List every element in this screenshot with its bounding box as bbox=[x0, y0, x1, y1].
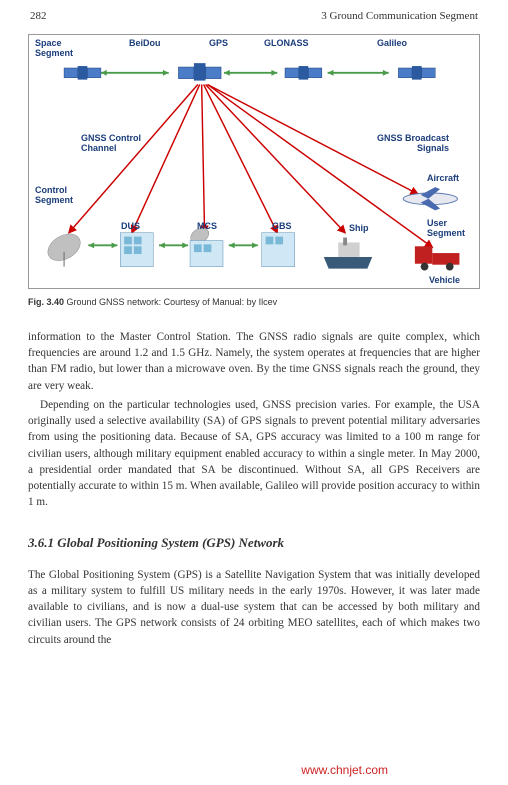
label-mcs: MCS bbox=[197, 221, 217, 231]
caption-body: Ground GNSS network: Courtesy of Manual:… bbox=[67, 297, 278, 307]
label-glonass: GLONASS bbox=[264, 38, 309, 48]
caption-number: Fig. 3.40 bbox=[28, 297, 64, 307]
satellite-galileo bbox=[398, 66, 435, 80]
figure-caption: Fig. 3.40 Ground GNSS network: Courtesy … bbox=[28, 297, 480, 307]
building-mcs bbox=[188, 225, 223, 267]
label-aircraft: Aircraft bbox=[427, 173, 459, 183]
section-heading: 3.6.1 Global Positioning System (GPS) Ne… bbox=[28, 535, 480, 551]
building-dus bbox=[120, 233, 153, 267]
label-dus: DUS bbox=[121, 221, 140, 231]
page-number: 282 bbox=[30, 10, 47, 22]
paragraph-3: The Global Positioning System (GPS) is a… bbox=[28, 567, 480, 648]
gnss-diagram bbox=[35, 41, 473, 282]
section-title: Global Positioning System (GPS) Network bbox=[57, 535, 284, 550]
label-user-segment: User Segment bbox=[427, 218, 465, 238]
label-beidou: BeiDou bbox=[129, 38, 161, 48]
ship-icon bbox=[324, 238, 372, 269]
watermark: www.chnjet.com bbox=[301, 763, 388, 777]
chapter-title: 3 Ground Communication Segment bbox=[321, 10, 478, 22]
body-text-block-1: information to the Master Control Statio… bbox=[28, 329, 480, 511]
paragraph-2: Depending on the particular technologies… bbox=[28, 397, 480, 511]
paragraph-1: information to the Master Control Statio… bbox=[28, 329, 480, 394]
label-gbs: GBS bbox=[272, 221, 292, 231]
label-ship: Ship bbox=[349, 223, 369, 233]
label-vehicle: Vehicle bbox=[429, 275, 460, 285]
ground-links bbox=[88, 242, 258, 248]
sat-links bbox=[101, 70, 389, 76]
label-gnss-control: GNSS Control Channel bbox=[81, 133, 141, 153]
label-gps: GPS bbox=[209, 38, 228, 48]
label-control-segment: Control Segment bbox=[35, 185, 73, 205]
page-header: 282 3 Ground Communication Segment bbox=[0, 0, 508, 22]
section-number: 3.6.1 bbox=[28, 535, 54, 550]
satellite-beidou bbox=[64, 66, 101, 80]
satellite-gps bbox=[178, 63, 221, 80]
vehicle-icon bbox=[415, 246, 460, 270]
ground-dish bbox=[43, 228, 85, 266]
building-gbs bbox=[262, 233, 295, 267]
label-gnss-broadcast: GNSS Broadcast Signals bbox=[377, 133, 449, 153]
figure-3-40: Space Segment BeiDou GPS GLONASS Galileo… bbox=[28, 34, 480, 289]
satellite-glonass bbox=[285, 66, 322, 80]
label-galileo: Galileo bbox=[377, 38, 407, 48]
body-text-block-2: The Global Positioning System (GPS) is a… bbox=[28, 567, 480, 648]
label-space-segment: Space Segment bbox=[35, 38, 73, 58]
